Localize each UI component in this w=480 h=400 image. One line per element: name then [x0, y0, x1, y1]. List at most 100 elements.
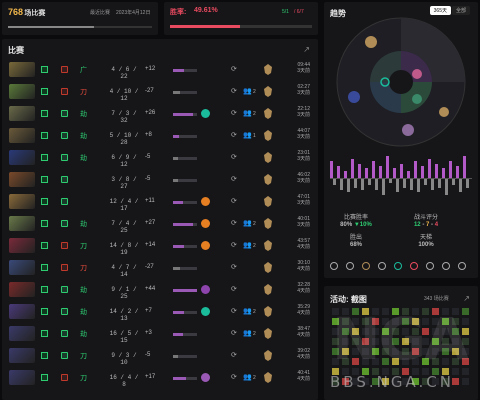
activity-cell [342, 378, 349, 385]
activity-arrow-icon[interactable]: ↗ [463, 294, 470, 303]
activity-cell [352, 338, 359, 345]
link-icon[interactable]: ⟳ [231, 308, 237, 315]
rank-medal-icon [264, 218, 272, 229]
activity-cell [392, 358, 399, 365]
trend-bar-down [403, 178, 406, 188]
role-icon: 劫 [80, 133, 87, 140]
trend-bar-down [354, 178, 357, 188]
link-icon[interactable]: ⟳ [231, 154, 237, 161]
link-icon[interactable]: ⟳ [231, 330, 237, 337]
match-time: 22:12 3天前 [297, 106, 310, 118]
rating-bar [173, 179, 197, 182]
link-icon[interactable]: ⟳ [231, 220, 237, 227]
activity-cell [362, 358, 369, 365]
match-row[interactable]: 劫 16 / 5 / 15 +3 ⟳ 👥 2 38:47 4天前 [2, 324, 318, 346]
result-badge [61, 88, 68, 95]
tab-all[interactable]: 全部 [451, 6, 470, 15]
match-time: 40:01 3天前 [297, 216, 310, 228]
role-icon: 广 [80, 67, 87, 74]
tab-365[interactable]: 365天 [429, 6, 451, 15]
match-row[interactable]: 劫 7 / 4 / 25 +27 ⟳ 👥 2 40:01 3天前 [2, 214, 318, 236]
activity-cell [452, 328, 459, 335]
trend-bar-down [347, 178, 350, 193]
link-icon[interactable]: ⟳ [231, 132, 237, 139]
hero-portrait [9, 238, 35, 253]
match-row[interactable]: 刀 9 / 3 / 10 -5 ⟳ 39:02 4天前 [2, 346, 318, 368]
link-icon[interactable]: ⟳ [231, 352, 237, 359]
trend-bar-up [400, 163, 403, 178]
match-row[interactable]: 劫 14 / 2 / 13 +7 ⟳ 👥 2 35:29 4天前 [2, 302, 318, 324]
link-icon[interactable]: ⟳ [231, 264, 237, 271]
party-count: 1 [253, 133, 256, 139]
trend-icon [394, 262, 402, 270]
rating-bar [173, 377, 197, 380]
match-row[interactable]: 3 / 8 / 27 -5 ⟳ 46:02 3天前 [2, 170, 318, 192]
role-icon: 劫 [80, 309, 87, 316]
match-row[interactable]: 刀 4 / 7 / 14 -27 ⟳ 30:10 4天前 [2, 258, 318, 280]
match-row[interactable]: 劫 7 / 3 / 32 +26 ⟳ 👥 2 22:12 3天前 [2, 104, 318, 126]
winrate-value: 49.61% [194, 7, 218, 14]
activity-cell [382, 308, 389, 315]
match-row[interactable]: 劫 5 / 10 / 28 +8 ⟳ 👥 1 44:07 3天前 [2, 126, 318, 148]
wheel-center-icon [380, 77, 390, 87]
trend-bar-up [372, 161, 375, 178]
activity-cell [342, 328, 349, 335]
match-row[interactable]: 劫 6 / 9 / 12 -5 ⟳ 23:01 3天前 [2, 148, 318, 170]
activity-cell [432, 358, 439, 365]
green-square-icon [41, 308, 48, 315]
rank-medal-icon [264, 130, 272, 141]
match-time: 35:29 4天前 [297, 304, 310, 316]
rating-change: -27 [145, 264, 154, 270]
result-badge [61, 176, 68, 183]
match-time: 02:27 3天前 [297, 84, 310, 96]
matches-panel: 比赛 ↗ 广 4 / 6 / 22 +12 ⟳ 09:44 3天前 刀 4 / 1… [2, 39, 318, 400]
trend-bar-chart [330, 152, 472, 204]
match-row[interactable]: 劫 9 / 1 / 25 +44 ⟳ 32:28 4天前 [2, 280, 318, 302]
match-row[interactable]: 广 4 / 6 / 22 +12 ⟳ 09:44 3天前 [2, 60, 318, 82]
winrate-label: 胜率: [170, 9, 187, 16]
trend-bar-down [417, 178, 420, 193]
link-icon[interactable]: ⟳ [231, 374, 237, 381]
party-count: 2 [253, 309, 256, 315]
link-icon[interactable]: ⟳ [231, 286, 237, 293]
match-row[interactable]: 刀 4 / 10 / 12 -27 ⟳ 👥 2 02:27 3天前 [2, 82, 318, 104]
link-icon[interactable]: ⟳ [231, 110, 237, 117]
result-badge [61, 264, 68, 271]
activity-cell [462, 348, 469, 355]
activity-cell [432, 338, 439, 345]
hero-portrait [9, 326, 35, 341]
rating-change: -5 [145, 154, 151, 160]
activity-cell [352, 318, 359, 325]
trend-bar-up [414, 161, 417, 178]
nga-logo-watermark: NGA [332, 305, 469, 373]
party-icon: 👥 [243, 308, 252, 315]
match-time: 23:01 3天前 [297, 150, 310, 162]
link-icon[interactable]: ⟳ [231, 88, 237, 95]
expand-arrow-icon[interactable]: ↗ [303, 45, 310, 54]
activity-cell [392, 328, 399, 335]
match-row[interactable]: 12 / 4 / 17 +11 ⟳ 47:01 3天前 [2, 192, 318, 214]
role-icon: 刀 [80, 353, 87, 360]
activity-cell [422, 328, 429, 335]
trend-icon [330, 262, 338, 270]
rating-bar [173, 355, 197, 358]
match-row[interactable]: 刀 14 / 8 / 19 +14 ⟳ 👥 2 43:57 4天前 [2, 236, 318, 258]
link-icon[interactable]: ⟳ [231, 242, 237, 249]
rating-bar [173, 245, 197, 248]
party-count: 2 [253, 221, 256, 227]
rating-bar [173, 267, 197, 270]
hero-portrait [9, 348, 35, 363]
link-icon[interactable]: ⟳ [231, 176, 237, 183]
match-row[interactable]: 刀 16 / 4 / 8 +17 ⟳ 👥 2 40:41 4天前 [2, 368, 318, 390]
kda-text: 9 / 1 / 25 [111, 286, 137, 300]
link-icon[interactable]: ⟳ [231, 198, 237, 205]
activity-cell [352, 378, 359, 385]
match-time: 39:02 4天前 [297, 348, 310, 360]
trend-bar-up [449, 161, 452, 178]
hero-portrait [9, 194, 35, 209]
result-badge [61, 110, 68, 117]
activity-cell [362, 308, 369, 315]
party-icon: 👥 [243, 374, 252, 381]
trend-bar-up [421, 166, 424, 178]
link-icon[interactable]: ⟳ [231, 66, 237, 73]
